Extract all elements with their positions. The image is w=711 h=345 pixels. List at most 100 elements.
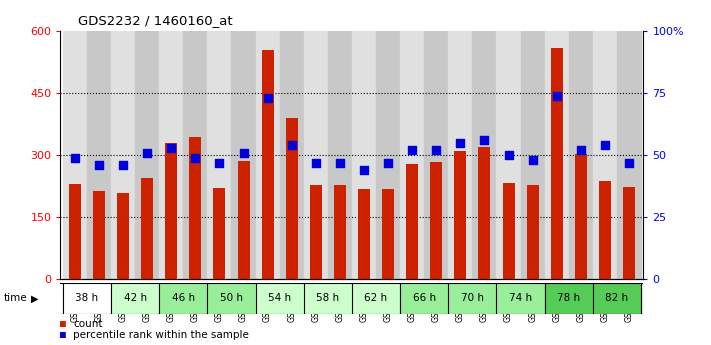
Text: 58 h: 58 h [316, 294, 339, 303]
Bar [286, 118, 298, 279]
Point [310, 160, 321, 166]
Bar [376, 31, 400, 279]
Point [69, 155, 80, 160]
Bar [232, 31, 255, 279]
Bar [117, 193, 129, 279]
Text: ■: ■ [60, 319, 66, 328]
Bar [111, 283, 159, 314]
Point [166, 145, 177, 150]
Bar [424, 31, 449, 279]
Bar [208, 283, 255, 314]
Bar [496, 31, 520, 279]
Text: 38 h: 38 h [75, 294, 99, 303]
Bar [430, 162, 442, 279]
Text: percentile rank within the sample: percentile rank within the sample [73, 330, 249, 339]
Bar [111, 31, 135, 279]
Bar [255, 283, 304, 314]
Bar [141, 178, 153, 279]
Bar [165, 143, 177, 279]
Bar [63, 283, 111, 314]
Text: time: time [4, 294, 27, 303]
Bar [449, 31, 472, 279]
Point [454, 140, 466, 146]
Bar [382, 189, 394, 279]
Bar [545, 283, 593, 314]
Point [286, 142, 297, 148]
Bar [262, 50, 274, 279]
Point [407, 148, 418, 153]
Bar [617, 31, 641, 279]
Bar [87, 31, 111, 279]
Bar [183, 31, 208, 279]
Text: ■: ■ [60, 330, 66, 339]
Bar [449, 283, 496, 314]
Bar [334, 185, 346, 279]
Point [527, 157, 538, 163]
Bar [593, 283, 641, 314]
Bar [454, 151, 466, 279]
Bar [310, 185, 322, 279]
Bar [255, 31, 279, 279]
Point [431, 148, 442, 153]
Text: 82 h: 82 h [605, 294, 629, 303]
Text: 46 h: 46 h [172, 294, 195, 303]
Point [141, 150, 153, 156]
Bar [479, 147, 491, 279]
Bar [237, 161, 250, 279]
Bar [69, 184, 81, 279]
Bar [496, 283, 545, 314]
Point [117, 162, 129, 168]
Bar [213, 188, 225, 279]
Bar [527, 185, 539, 279]
Text: 54 h: 54 h [268, 294, 292, 303]
Text: 66 h: 66 h [412, 294, 436, 303]
Point [334, 160, 346, 166]
Bar [328, 31, 352, 279]
Bar [551, 48, 562, 279]
Bar [400, 283, 449, 314]
Bar [406, 164, 418, 279]
Bar [63, 31, 87, 279]
Bar [135, 31, 159, 279]
Bar [545, 31, 569, 279]
Text: 78 h: 78 h [557, 294, 580, 303]
Point [551, 93, 562, 98]
Text: 70 h: 70 h [461, 294, 484, 303]
Bar [574, 154, 587, 279]
Point [190, 155, 201, 160]
Point [262, 95, 273, 101]
Text: count: count [73, 319, 102, 328]
Bar [400, 31, 424, 279]
Point [383, 160, 394, 166]
Point [503, 152, 514, 158]
Text: 42 h: 42 h [124, 294, 146, 303]
Bar [279, 31, 304, 279]
Point [238, 150, 250, 156]
Point [358, 167, 370, 173]
Bar [503, 183, 515, 279]
Point [93, 162, 105, 168]
Bar [304, 283, 352, 314]
Point [214, 160, 225, 166]
Bar [304, 31, 328, 279]
Point [479, 138, 490, 143]
Bar [472, 31, 496, 279]
Bar [569, 31, 593, 279]
Bar [599, 181, 611, 279]
Text: GDS2232 / 1460160_at: GDS2232 / 1460160_at [78, 14, 232, 27]
Text: 62 h: 62 h [365, 294, 387, 303]
Bar [520, 31, 545, 279]
Point [599, 142, 611, 148]
Bar [358, 189, 370, 279]
Bar [352, 283, 400, 314]
Text: 74 h: 74 h [509, 294, 532, 303]
Point [624, 160, 635, 166]
Bar [93, 191, 105, 279]
Bar [159, 31, 183, 279]
Text: 50 h: 50 h [220, 294, 243, 303]
Point [575, 148, 587, 153]
Bar [352, 31, 376, 279]
Bar [189, 137, 201, 279]
Bar [159, 283, 208, 314]
Bar [208, 31, 232, 279]
